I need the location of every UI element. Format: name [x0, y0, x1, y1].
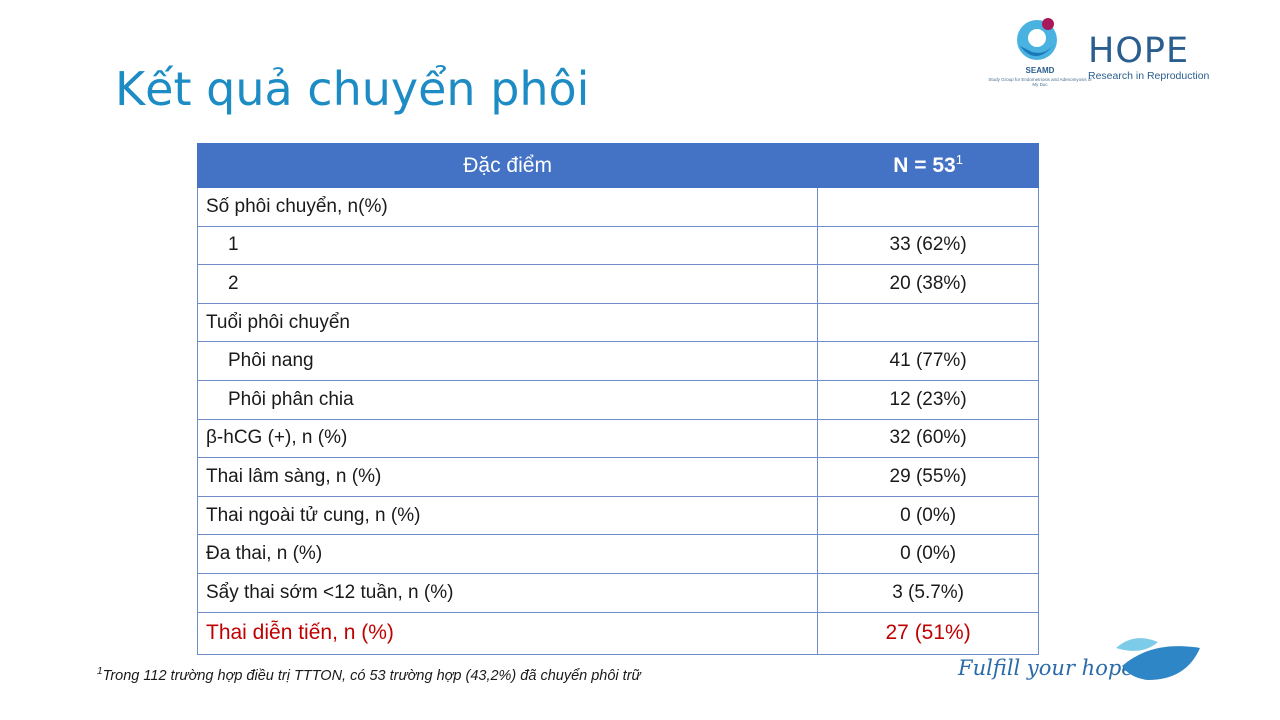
hope-logo-text: HOPE	[1088, 31, 1190, 71]
row-value: 0 (0%)	[817, 534, 1039, 574]
header-n-footnote-marker: 1	[955, 151, 963, 167]
seamd-name: SEAMD	[1025, 66, 1055, 75]
header-n-label: N = 53	[893, 153, 956, 177]
seamd-logo	[1017, 18, 1057, 60]
footnote-marker: 1	[97, 666, 103, 678]
table-row: Thai ngoài tử cung, n (%) 0 (0%)	[196, 496, 1039, 536]
row-label: Số phôi chuyển, n(%)	[196, 187, 819, 227]
table-row: β-hCG (+), n (%) 32 (60%)	[196, 419, 1039, 459]
table-row: Số phôi chuyển, n(%)	[196, 187, 1039, 227]
row-value: 29 (55%)	[817, 457, 1039, 497]
table-row: Sẩy thai sớm <12 tuần, n (%) 3 (5.7%)	[196, 573, 1039, 613]
table-row: 1 33 (62%)	[196, 226, 1039, 266]
row-value	[817, 303, 1039, 343]
row-label: 2	[196, 264, 819, 304]
row-value: 0 (0%)	[817, 496, 1039, 536]
hope-subtitle: Research in Reproduction	[1088, 70, 1210, 82]
header-n: N = 531	[817, 143, 1039, 188]
row-value	[817, 187, 1039, 227]
row-label: Thai diễn tiến, n (%)	[196, 612, 819, 655]
header-characteristic: Đặc điểm	[196, 143, 819, 188]
row-label: 1	[196, 226, 819, 266]
row-value: 20 (38%)	[817, 264, 1039, 304]
embryo-transfer-results-table: Đặc điểm N = 531 Số phôi chuyển, n(%) 1 …	[196, 143, 1039, 655]
row-value: 27 (51%)	[817, 612, 1039, 655]
table-row: Phôi phân chia 12 (23%)	[196, 380, 1039, 420]
slide-title: Kết quả chuyển phôi	[115, 62, 590, 116]
row-value: 33 (62%)	[817, 226, 1039, 266]
row-value: 3 (5.7%)	[817, 573, 1039, 613]
row-label: Phôi nang	[196, 341, 819, 381]
row-label: β-hCG (+), n (%)	[196, 419, 819, 459]
table-row: Đa thai, n (%) 0 (0%)	[196, 534, 1039, 574]
row-label: Thai lâm sàng, n (%)	[196, 457, 819, 497]
table-row: Thai lâm sàng, n (%) 29 (55%)	[196, 457, 1039, 497]
row-label: Phôi phân chia	[196, 380, 819, 420]
table-row: 2 20 (38%)	[196, 264, 1039, 304]
table-row-highlight: Thai diễn tiến, n (%) 27 (51%)	[196, 612, 1039, 655]
row-value: 32 (60%)	[817, 419, 1039, 459]
row-value: 41 (77%)	[817, 341, 1039, 381]
row-value: 12 (23%)	[817, 380, 1039, 420]
footnote: 1Trong 112 trường hợp điều trị TTTON, có…	[97, 666, 641, 684]
footnote-text: Trong 112 trường hợp điều trị TTTON, có …	[102, 668, 641, 684]
seamd-tagline: Study Group for Endometriosis and Adenom…	[988, 77, 1092, 87]
tagline: Fulfill your hope	[958, 656, 1134, 680]
row-label: Thai ngoài tử cung, n (%)	[196, 496, 819, 536]
row-label: Đa thai, n (%)	[196, 534, 819, 574]
row-label: Sẩy thai sớm <12 tuần, n (%)	[196, 573, 819, 613]
table-row: Tuổi phôi chuyển	[196, 303, 1039, 343]
table-row: Phôi nang 41 (77%)	[196, 341, 1039, 381]
table-header-row: Đặc điểm N = 531	[196, 143, 1039, 188]
leaf-logo-icon	[1116, 638, 1200, 680]
row-label: Tuổi phôi chuyển	[196, 303, 819, 343]
